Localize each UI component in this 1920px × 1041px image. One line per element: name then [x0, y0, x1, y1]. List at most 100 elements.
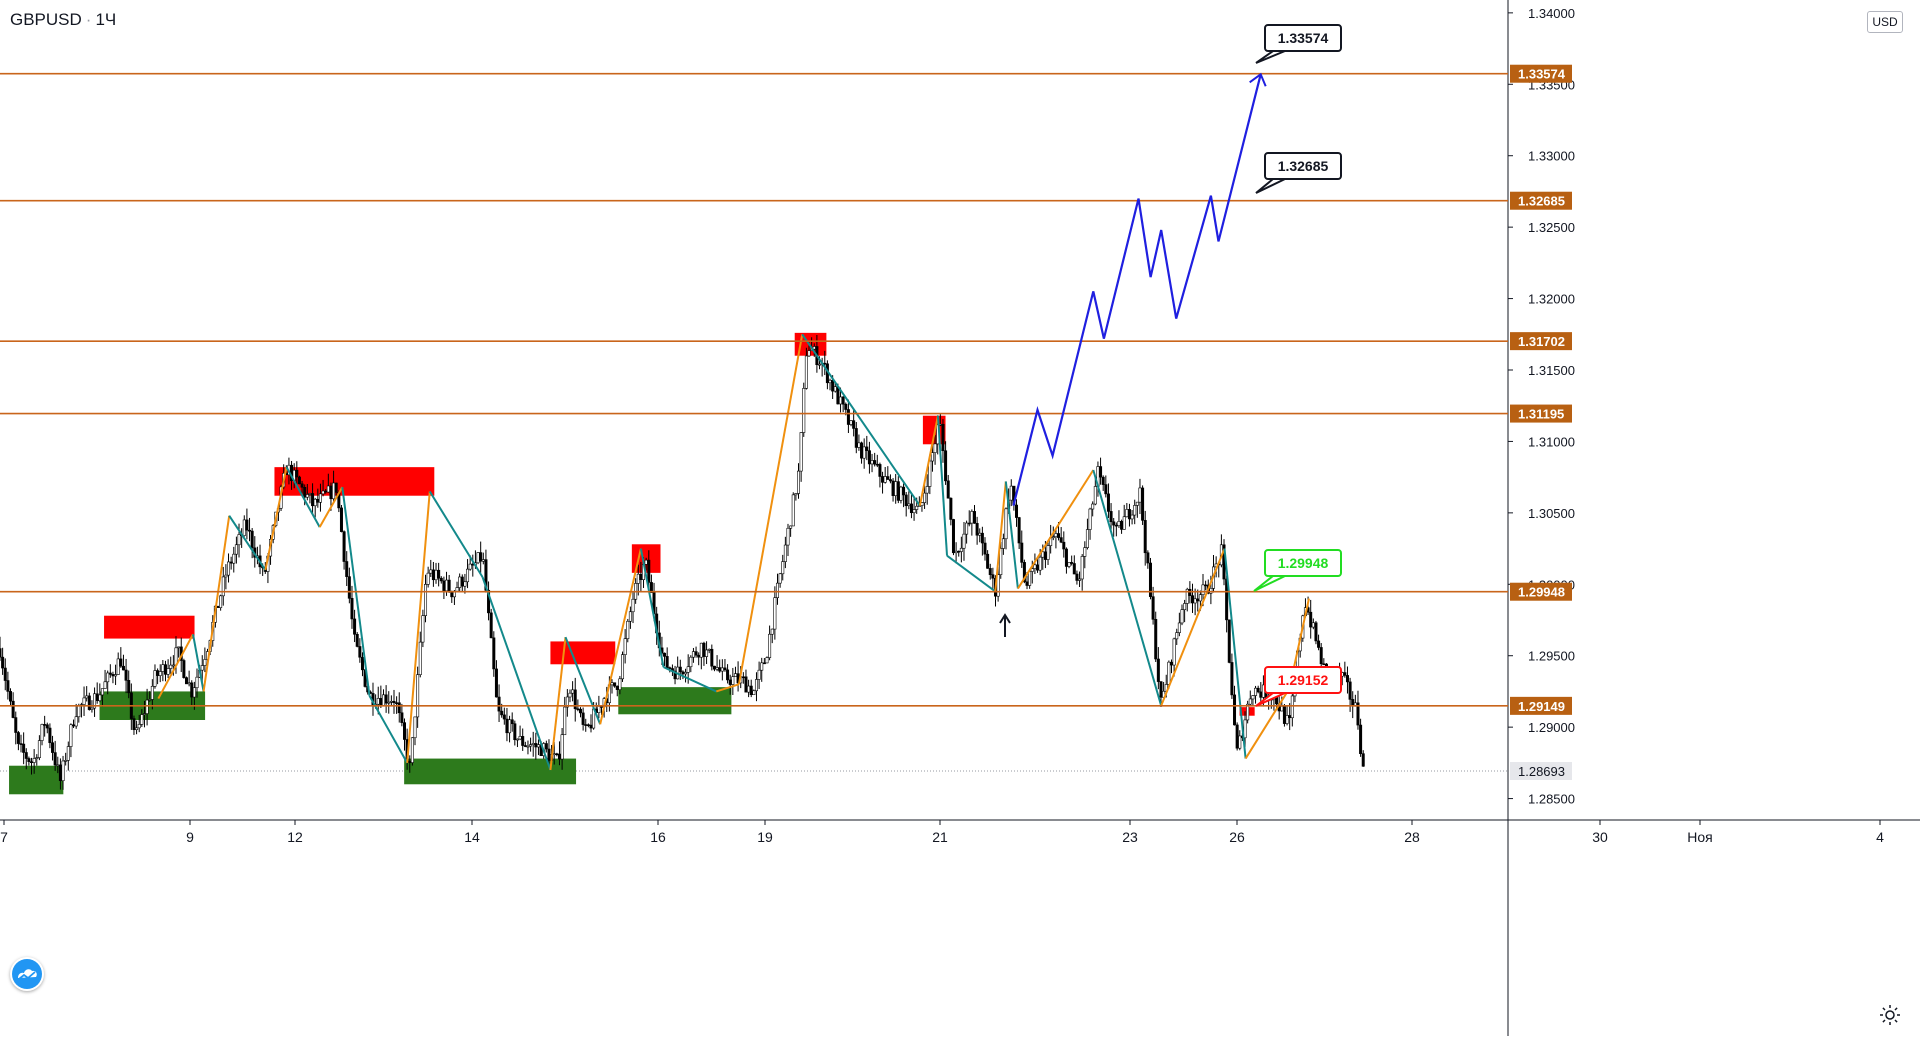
- candle-body: [773, 597, 777, 630]
- y-tick-label: 1.29500: [1528, 649, 1575, 664]
- candle-body: [135, 727, 139, 731]
- candle-body: [508, 719, 512, 734]
- time-axis-panel[interactable]: [0, 820, 1920, 1036]
- candle-body: [557, 753, 561, 760]
- supply-zone[interactable]: [794, 332, 827, 356]
- candle-body: [494, 668, 498, 698]
- candle-body: [576, 708, 580, 711]
- candle-body: [447, 579, 451, 592]
- up-arrow-icon: [999, 613, 1011, 637]
- candle-body: [221, 576, 225, 597]
- projection-path[interactable]: [1012, 74, 1262, 506]
- symbol-name: GBPUSD: [10, 10, 82, 29]
- candle-body: [1083, 547, 1087, 557]
- candle-body: [967, 522, 971, 525]
- candle-body: [1046, 545, 1050, 560]
- candle-body: [529, 744, 533, 747]
- callout-box[interactable]: [1264, 549, 1342, 577]
- candle-body: [754, 679, 758, 692]
- candle-body: [1290, 695, 1294, 719]
- candle-body: [114, 674, 118, 677]
- candle-body: [339, 507, 343, 532]
- candle-body: [342, 531, 346, 562]
- candle-body: [1243, 719, 1247, 739]
- y-tick-label: 1.34000: [1528, 6, 1575, 21]
- candle-body: [161, 664, 165, 672]
- candle-body: [219, 595, 223, 608]
- candle-body: [1064, 548, 1068, 567]
- candle-body: [1067, 562, 1071, 567]
- candle-body: [192, 687, 196, 698]
- level-price-tag-label: 1.33574: [1518, 67, 1566, 82]
- symbol-legend[interactable]: GBPUSD · 1Ч: [10, 10, 116, 30]
- candle-body: [1078, 578, 1082, 581]
- y-tick-label: 1.28500: [1528, 792, 1575, 807]
- callout-label: 1.33574: [1278, 30, 1329, 46]
- tradingview-cloud-icon[interactable]: [10, 957, 44, 991]
- candle-body: [1030, 568, 1034, 572]
- candle-body: [741, 676, 745, 679]
- candle-body: [515, 738, 519, 741]
- candle-body: [839, 396, 843, 405]
- currency-badge[interactable]: USD: [1867, 11, 1903, 33]
- y-tick-label: 1.29000: [1528, 720, 1575, 735]
- candle-body: [439, 577, 443, 582]
- candle-body: [589, 724, 593, 729]
- zigzag-segment: [318, 486, 344, 528]
- candle-body: [90, 707, 94, 710]
- zigzag-segment: [1004, 481, 1019, 589]
- candle-body: [358, 646, 362, 658]
- candle-body: [1351, 699, 1355, 706]
- candle-body: [975, 523, 979, 536]
- demand-zone[interactable]: [9, 765, 64, 795]
- x-tick-label: 14: [464, 829, 480, 845]
- candle-body: [744, 676, 748, 693]
- candle-body: [1080, 556, 1084, 580]
- candle-body: [458, 576, 462, 588]
- candle-body: [778, 573, 782, 584]
- candle-body: [957, 550, 961, 553]
- candle-body: [896, 481, 900, 501]
- demand-zone[interactable]: [618, 687, 732, 715]
- candle-body: [768, 633, 772, 658]
- supply-zone[interactable]: [274, 467, 435, 496]
- candle-body: [295, 469, 299, 478]
- candle-body: [502, 714, 506, 720]
- callout-box[interactable]: [1264, 24, 1342, 52]
- candle-body: [416, 674, 420, 718]
- candle-body: [694, 651, 698, 656]
- candle-body: [1356, 702, 1360, 726]
- candle-body: [426, 572, 430, 585]
- zigzag-segment: [801, 333, 921, 507]
- x-tick-label: 26: [1229, 829, 1245, 845]
- supply-zone[interactable]: [550, 641, 616, 665]
- candle-body: [891, 480, 895, 496]
- candle-body: [523, 745, 527, 747]
- candle-body: [1133, 505, 1137, 516]
- callout-box[interactable]: [1264, 666, 1342, 694]
- x-tick-label: 19: [757, 829, 773, 845]
- gear-icon[interactable]: [1878, 1003, 1902, 1027]
- candle-body: [923, 492, 927, 503]
- candle-body: [1112, 521, 1116, 526]
- candle-body: [227, 561, 231, 576]
- x-tick-label: 9: [186, 829, 194, 845]
- demand-zone[interactable]: [404, 758, 577, 785]
- callout-box[interactable]: [1264, 152, 1342, 180]
- candle-body: [1204, 584, 1208, 587]
- candle-body: [1209, 588, 1213, 594]
- candle-body: [978, 532, 982, 536]
- candle-body: [318, 493, 322, 503]
- candle-body: [841, 396, 845, 405]
- last-price-tag-label: 1.28693: [1518, 764, 1565, 779]
- candle-body: [770, 628, 774, 635]
- candle-body: [40, 724, 44, 741]
- candle-body: [726, 669, 730, 681]
- candle-body: [424, 584, 428, 616]
- candle-body: [944, 450, 948, 482]
- callout-label: 1.32685: [1278, 158, 1329, 174]
- supply-zone[interactable]: [104, 615, 195, 639]
- x-tick-label: 12: [287, 829, 303, 845]
